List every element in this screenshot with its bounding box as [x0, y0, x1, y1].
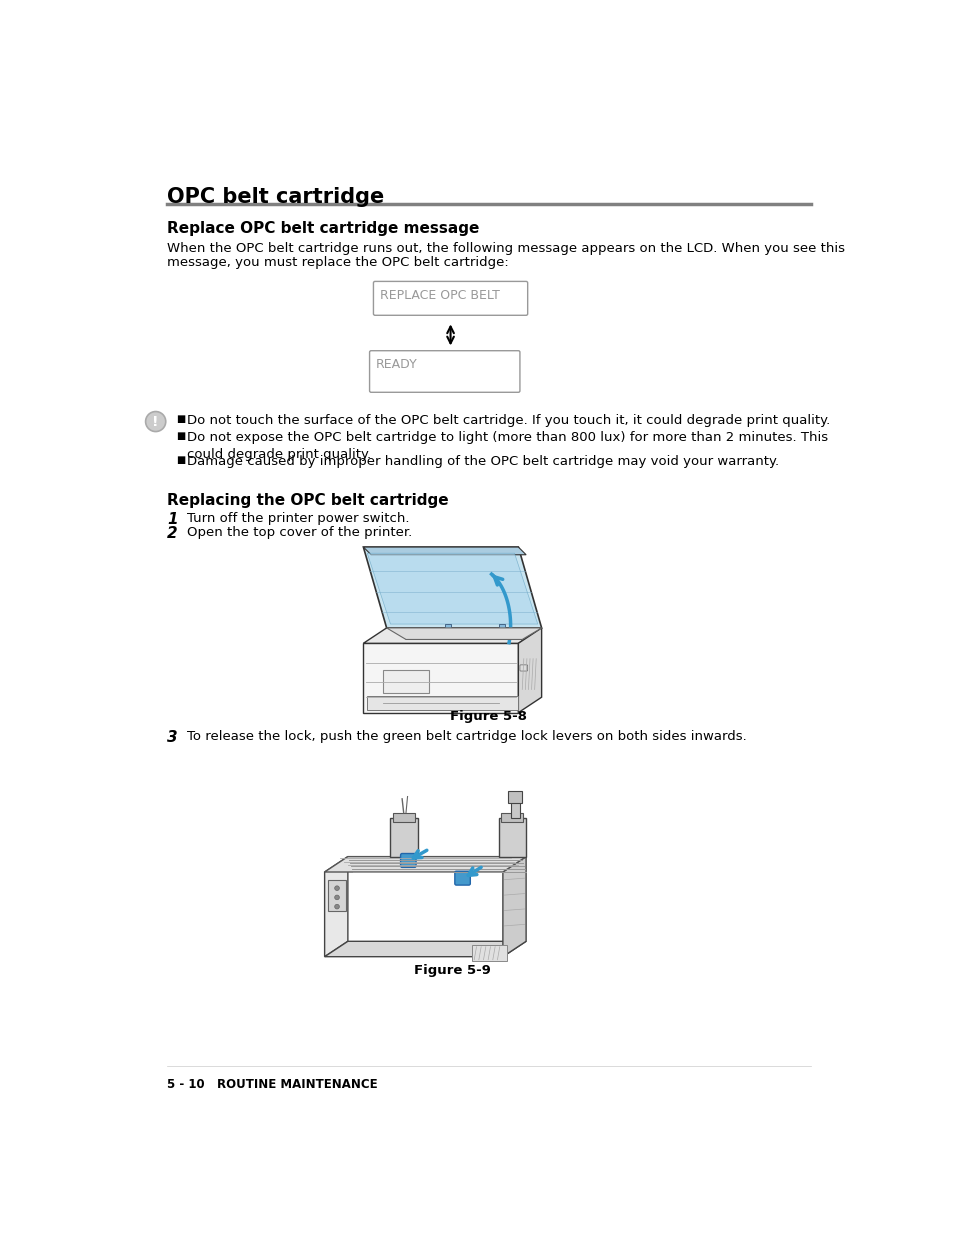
Text: Open the top cover of the printer.: Open the top cover of the printer.	[187, 526, 413, 540]
FancyBboxPatch shape	[393, 813, 415, 823]
Polygon shape	[324, 857, 525, 872]
FancyBboxPatch shape	[493, 632, 514, 640]
Text: 1: 1	[167, 513, 178, 527]
FancyBboxPatch shape	[373, 282, 527, 315]
FancyBboxPatch shape	[328, 879, 345, 910]
Text: Figure 5-9: Figure 5-9	[414, 965, 491, 977]
Text: ■: ■	[176, 454, 186, 464]
Text: Figure 5-8: Figure 5-8	[450, 710, 527, 724]
FancyBboxPatch shape	[369, 351, 519, 393]
Text: Turn off the printer power switch.: Turn off the printer power switch.	[187, 513, 410, 525]
Text: ■: ■	[176, 431, 186, 441]
FancyBboxPatch shape	[435, 632, 456, 640]
Text: REPLACE OPC BELT: REPLACE OPC BELT	[379, 289, 499, 303]
Text: message, you must replace the OPC belt cartridge:: message, you must replace the OPC belt c…	[167, 256, 509, 269]
FancyBboxPatch shape	[519, 664, 527, 671]
Polygon shape	[363, 643, 517, 713]
Text: Replacing the OPC belt cartridge: Replacing the OPC belt cartridge	[167, 493, 449, 508]
Text: To release the lock, push the green belt cartridge lock levers on both sides inw: To release the lock, push the green belt…	[187, 730, 746, 742]
Circle shape	[335, 885, 339, 890]
Text: 2: 2	[167, 526, 178, 541]
Polygon shape	[363, 547, 541, 627]
FancyBboxPatch shape	[382, 671, 429, 693]
Text: ■: ■	[176, 414, 186, 424]
Polygon shape	[386, 627, 541, 640]
Polygon shape	[390, 818, 417, 857]
FancyBboxPatch shape	[510, 799, 519, 818]
Polygon shape	[367, 553, 537, 624]
FancyBboxPatch shape	[367, 697, 517, 710]
FancyBboxPatch shape	[455, 871, 470, 885]
Polygon shape	[363, 547, 525, 555]
Circle shape	[335, 904, 339, 909]
Polygon shape	[517, 627, 541, 713]
FancyBboxPatch shape	[498, 624, 505, 630]
Text: Damage caused by improper handling of the OPC belt cartridge may void your warra: Damage caused by improper handling of th…	[187, 454, 779, 468]
Polygon shape	[498, 818, 525, 857]
Text: 5 - 10   ROUTINE MAINTENANCE: 5 - 10 ROUTINE MAINTENANCE	[167, 1078, 377, 1091]
Text: Do not touch the surface of the OPC belt cartridge. If you touch it, it could de: Do not touch the surface of the OPC belt…	[187, 414, 830, 427]
Text: Replace OPC belt cartridge message: Replace OPC belt cartridge message	[167, 221, 479, 236]
FancyBboxPatch shape	[472, 945, 506, 961]
FancyBboxPatch shape	[464, 632, 484, 640]
FancyBboxPatch shape	[508, 792, 521, 803]
FancyBboxPatch shape	[400, 853, 416, 867]
FancyBboxPatch shape	[500, 813, 522, 823]
Polygon shape	[324, 941, 525, 957]
Text: READY: READY	[375, 358, 417, 372]
FancyBboxPatch shape	[405, 632, 426, 640]
Polygon shape	[502, 857, 525, 957]
Text: !: !	[152, 415, 159, 429]
Polygon shape	[363, 627, 541, 643]
Text: OPC belt cartridge: OPC belt cartridge	[167, 186, 384, 206]
FancyBboxPatch shape	[444, 624, 451, 630]
Text: Do not expose the OPC belt cartridge to light (more than 800 lux) for more than : Do not expose the OPC belt cartridge to …	[187, 431, 828, 461]
Text: 3: 3	[167, 730, 178, 745]
Text: When the OPC belt cartridge runs out, the following message appears on the LCD. : When the OPC belt cartridge runs out, th…	[167, 242, 844, 256]
Circle shape	[335, 895, 339, 900]
Polygon shape	[324, 857, 348, 957]
Circle shape	[146, 411, 166, 431]
